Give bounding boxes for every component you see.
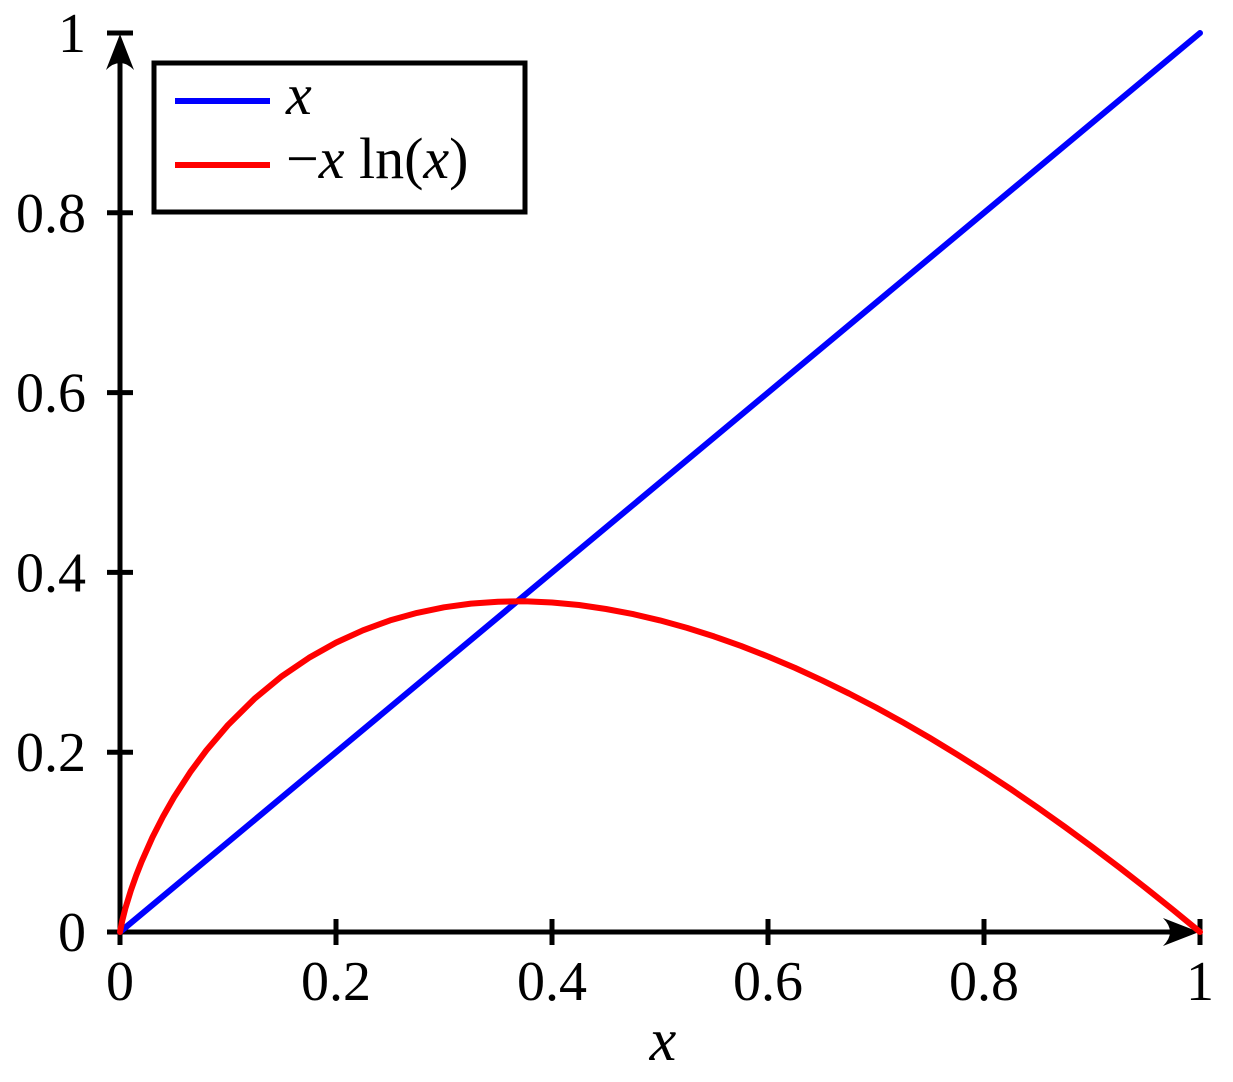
y-tick-label: 0.4	[16, 542, 86, 604]
y-tick-label: 0	[58, 902, 86, 964]
x-axis-arrow-icon	[1163, 918, 1199, 946]
series-line-neg-x-ln-x	[117, 598, 1203, 935]
y-tick-label: 0.8	[16, 183, 86, 245]
series-line-x	[117, 30, 1203, 935]
y-tick-label: 0.6	[16, 363, 86, 425]
y-axis-arrow-icon	[106, 34, 134, 70]
axes	[106, 34, 1199, 946]
x-tick-label: 0	[106, 951, 134, 1013]
plot-series	[117, 30, 1203, 935]
y-tick-label: 0.2	[16, 722, 86, 784]
legend-items: x−x ln(x)	[175, 62, 468, 191]
x-tick-label: 0.2	[301, 951, 371, 1013]
x-tick-label: 0.8	[949, 951, 1019, 1013]
legend-box	[151, 60, 528, 215]
x-tick-label: 1	[1186, 951, 1214, 1013]
axis-ticks: 0 0.2 0.4 0.6 0.8 1 0 0.2 0.4 0.6 0.8 1	[16, 3, 1214, 1013]
y-tick-label: 1	[58, 3, 86, 65]
legend-label-neg-x-ln-x: −x ln(x)	[286, 126, 468, 191]
legend: x−x ln(x)	[151, 60, 528, 215]
x-tick-label: 0.6	[733, 951, 803, 1013]
x-axis-label: x	[649, 1007, 677, 1073]
legend-label-x: x	[285, 62, 312, 127]
x-tick-label: 0.4	[517, 951, 587, 1013]
